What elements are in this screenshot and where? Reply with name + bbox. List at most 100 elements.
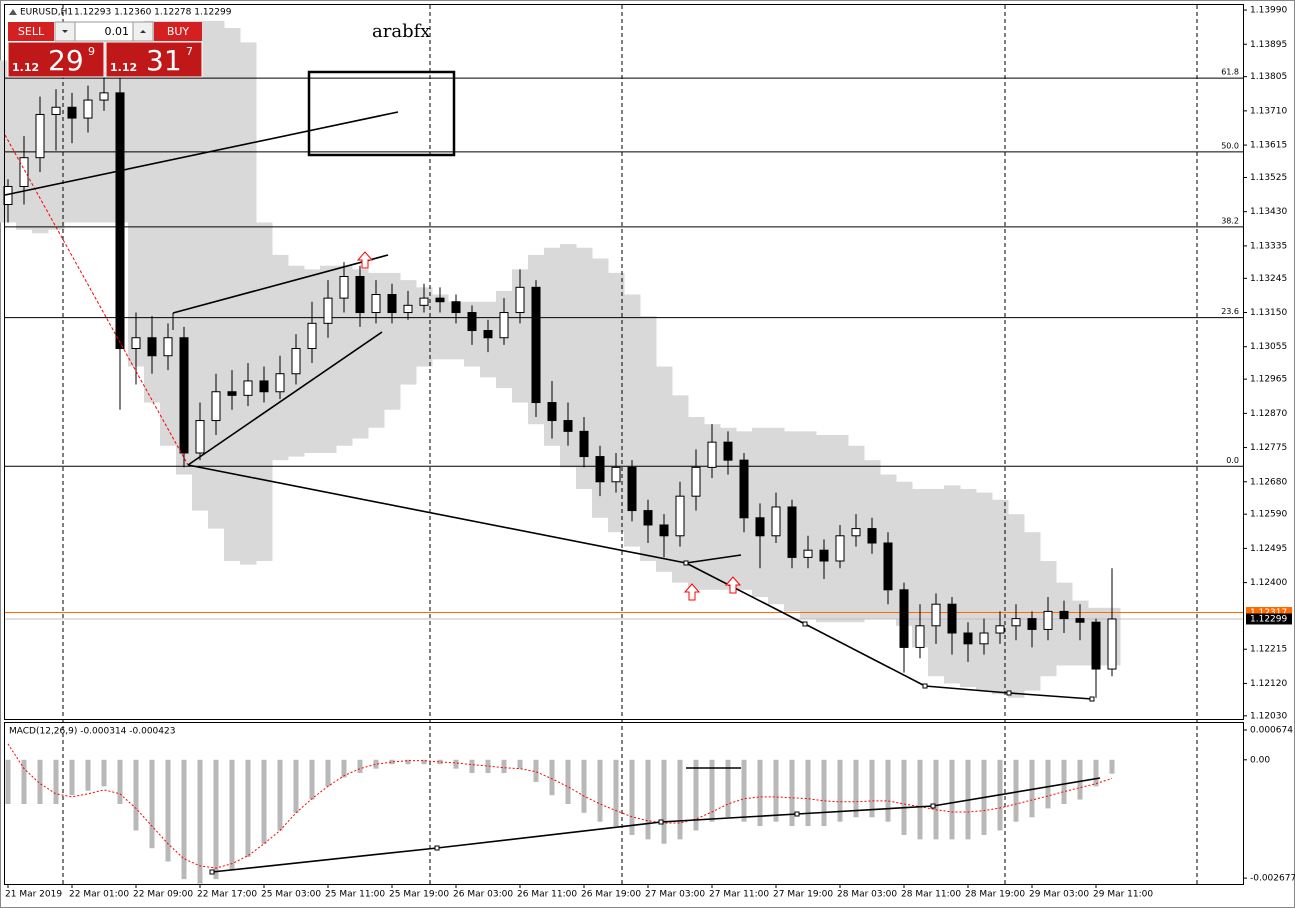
candle-body bbox=[691, 466, 701, 497]
band-segment bbox=[912, 488, 929, 648]
y-tick-label: 1.12590 bbox=[1250, 510, 1287, 520]
macd-bar bbox=[901, 759, 907, 835]
macd-bar bbox=[1093, 759, 1099, 787]
level-label: 0.0 bbox=[1226, 456, 1239, 465]
candle-body bbox=[1011, 618, 1021, 627]
band-segment bbox=[144, 20, 161, 403]
macd-bar bbox=[837, 759, 843, 822]
sell-button[interactable] bbox=[8, 22, 54, 41]
x-tick-label: 27 Mar 19:00 bbox=[773, 890, 833, 900]
candle-body bbox=[211, 391, 221, 422]
candle-body bbox=[67, 106, 77, 119]
candle-body bbox=[275, 373, 285, 393]
level-label: 38.2 bbox=[1221, 216, 1239, 225]
candle-body bbox=[899, 589, 909, 648]
macd-bar bbox=[789, 759, 795, 827]
y-tick-label: 1.12965 bbox=[1250, 375, 1287, 385]
anchor bbox=[802, 621, 808, 627]
candle-body bbox=[1059, 610, 1069, 620]
macd-bar bbox=[853, 759, 859, 818]
y-tick-label: 1.13990 bbox=[1250, 6, 1287, 16]
band-segment bbox=[416, 287, 433, 367]
x-tick-label: 22 Mar 09:00 bbox=[133, 890, 193, 900]
band-segment bbox=[160, 20, 177, 446]
up-arrow bbox=[683, 583, 701, 601]
band-segment bbox=[240, 42, 257, 565]
macd-bar bbox=[1061, 759, 1067, 804]
candle-body bbox=[803, 549, 813, 558]
y-tick-label: 1.13895 bbox=[1250, 40, 1287, 50]
candle-body bbox=[1091, 621, 1101, 670]
macd-bar bbox=[421, 759, 427, 765]
anchor bbox=[434, 845, 440, 851]
macd-bar bbox=[485, 759, 491, 774]
ask-label-box bbox=[1246, 606, 1292, 618]
level-label: 50.0 bbox=[1221, 141, 1239, 150]
macd-bar bbox=[53, 759, 59, 804]
bid-label-box bbox=[1246, 613, 1292, 625]
candle-body bbox=[467, 312, 477, 332]
x-tick-label: 27 Mar 03:00 bbox=[645, 890, 705, 900]
macd-bar bbox=[389, 759, 395, 765]
y-tick-label: 1.13335 bbox=[1250, 241, 1287, 251]
band-segment bbox=[928, 488, 945, 677]
collapse-icon[interactable] bbox=[9, 9, 17, 15]
buy-pips: 31 bbox=[146, 44, 182, 77]
buy-label[interactable]: BUY bbox=[167, 25, 190, 38]
trendline bbox=[187, 464, 687, 564]
band-segment bbox=[816, 434, 833, 623]
band-segment bbox=[640, 316, 657, 561]
candle-body bbox=[643, 510, 653, 526]
buy-price-box[interactable] bbox=[105, 41, 203, 78]
x-tick-label: 25 Mar 19:00 bbox=[389, 890, 449, 900]
macd-bar bbox=[677, 759, 683, 840]
candle-body bbox=[579, 430, 589, 458]
macd-bar bbox=[197, 759, 203, 884]
y-tick-label: 1.13710 bbox=[1250, 106, 1287, 116]
candle-body bbox=[99, 92, 109, 101]
anchor bbox=[922, 683, 928, 689]
anchor bbox=[1089, 696, 1095, 702]
macd-bar bbox=[309, 759, 315, 800]
band-segment bbox=[560, 244, 577, 468]
y-tick-label: 1.12030 bbox=[1250, 711, 1287, 721]
macd-layer bbox=[5, 743, 1115, 884]
macd-frame bbox=[4, 722, 1244, 885]
trade-panel: SELL 0.01 BUY 1.12 29 9 1.12 31 7 bbox=[7, 21, 203, 78]
band-segment bbox=[720, 427, 737, 590]
candle-body bbox=[659, 524, 669, 537]
sell-price-box[interactable] bbox=[7, 41, 105, 78]
candle-body bbox=[387, 294, 397, 314]
level-label: 61.8 bbox=[1221, 68, 1239, 77]
anchor bbox=[209, 869, 215, 875]
macd-bar bbox=[885, 759, 891, 822]
x-tick-label: 26 Mar 11:00 bbox=[517, 890, 577, 900]
band-segment bbox=[544, 247, 561, 446]
anchor bbox=[1006, 690, 1012, 696]
macd-bar bbox=[117, 759, 123, 804]
candle-body bbox=[371, 294, 381, 314]
macd-bar bbox=[373, 759, 379, 769]
sell-big: 1.12 bbox=[12, 61, 39, 74]
macd-bar bbox=[821, 759, 827, 827]
candle-body bbox=[1027, 618, 1037, 630]
candle-body bbox=[979, 632, 989, 645]
candle-body bbox=[307, 322, 317, 350]
macd-bar bbox=[693, 759, 699, 831]
macd-bar bbox=[517, 759, 523, 769]
candle-body bbox=[195, 420, 205, 454]
candle-body bbox=[819, 549, 829, 562]
band-segment bbox=[128, 24, 145, 367]
band-segment bbox=[608, 272, 625, 533]
macd-bar bbox=[37, 759, 43, 804]
anchor bbox=[658, 819, 664, 825]
candle-body bbox=[419, 297, 429, 306]
band-segment bbox=[992, 499, 1009, 695]
symbol: EURUSD,H1 bbox=[20, 8, 73, 18]
macd-bar bbox=[149, 759, 155, 849]
sell-label[interactable]: SELL bbox=[18, 25, 45, 38]
trendline bbox=[685, 554, 742, 564]
x-tick-label: 22 Mar 01:00 bbox=[69, 890, 129, 900]
band-segment bbox=[336, 265, 353, 446]
buy-button[interactable] bbox=[154, 22, 202, 41]
